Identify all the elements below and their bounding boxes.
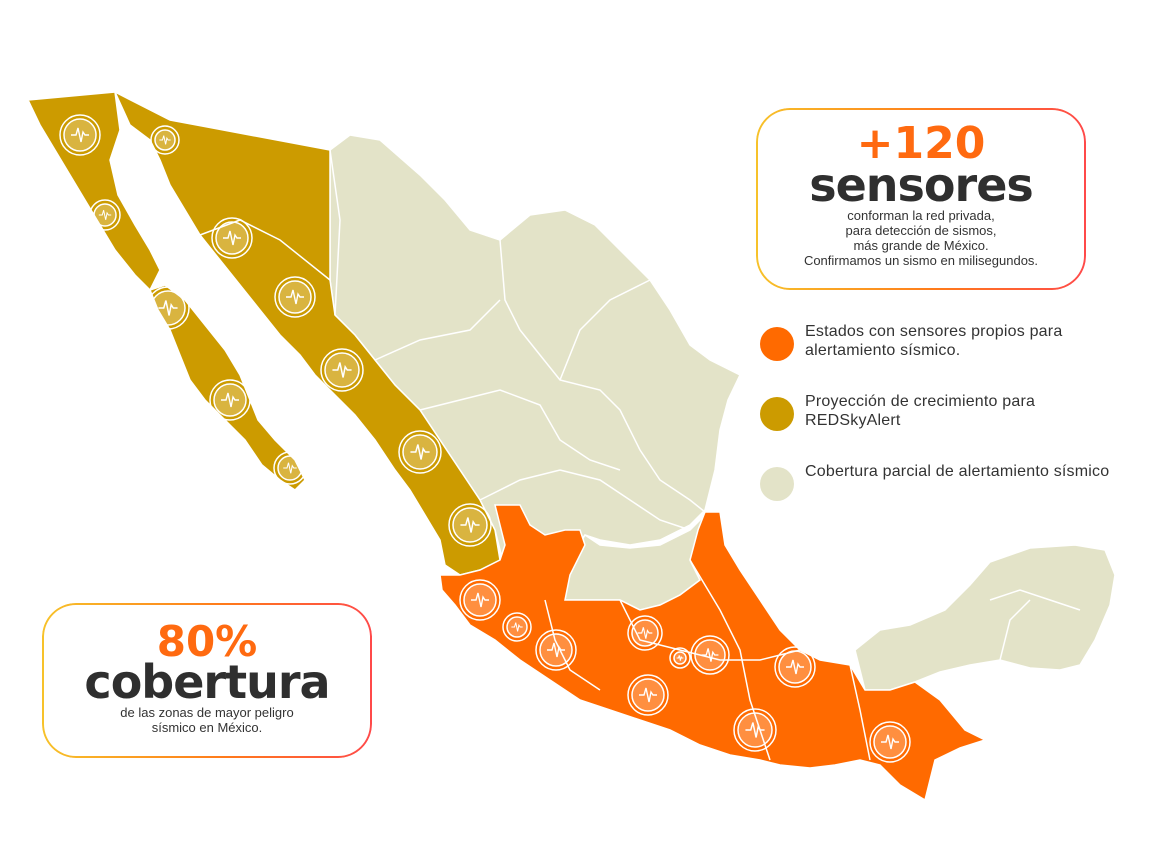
- border-line: [999, 599, 1031, 661]
- seismic-wave-icon: [627, 615, 663, 651]
- coverage-word: cobertura: [84, 655, 330, 709]
- border-line: [544, 599, 601, 691]
- border-line: [419, 389, 621, 471]
- sensor-description-line: Confirmamos un sismo en milisegundos.: [803, 253, 1039, 268]
- seismic-wave-icon: [274, 276, 316, 318]
- coverage-description-line: de las zonas de mayor peligro: [120, 705, 294, 720]
- seismic-wave-icon: [211, 217, 253, 259]
- sensor-count-card: +120 sensores conforman la red privada, …: [756, 108, 1086, 290]
- sensor-description-line: para detección de sismos,: [845, 223, 997, 238]
- coverage-percent: 80%: [156, 617, 258, 666]
- legend-item-partial-coverage: Cobertura parcial de alertamiento sísmic…: [760, 462, 1150, 532]
- border-line: [989, 589, 1081, 611]
- sensor-markers: [59, 114, 911, 763]
- seismic-wave-icon: [774, 646, 816, 688]
- seismic-wave-icon: [627, 674, 669, 716]
- map-legend: Estados con sensores propios para alerta…: [760, 322, 1150, 532]
- legend-label: Proyección de crecimiento para REDSkyAle…: [805, 393, 1036, 429]
- seismic-wave-icon: [502, 612, 532, 642]
- sensor-description-line: conforman la red privada,: [847, 208, 995, 223]
- legend-label: Estados con sensores propios para alerta…: [805, 323, 1063, 359]
- region-partial-coverage: [329, 134, 1116, 691]
- legend-swatch-beige: [760, 467, 794, 501]
- legend-item-growth-projection: Proyección de crecimiento para REDSkyAle…: [760, 392, 1150, 462]
- border-line: [849, 664, 871, 761]
- seismic-wave-icon: [398, 430, 442, 474]
- legend-label: Cobertura parcial de alertamiento sísmic…: [805, 463, 1110, 480]
- coverage-description-line: sísmico en México.: [151, 720, 263, 735]
- border-line: [479, 469, 691, 531]
- sensor-count-word: sensores: [809, 158, 1034, 212]
- seismic-wave-icon: [59, 114, 101, 156]
- border-line: [559, 279, 651, 381]
- sensor-description-line: más grande de México.: [853, 238, 989, 253]
- region-baja-california-sur: [149, 284, 306, 491]
- coverage-card: 80% cobertura de las zonas de mayor peli…: [42, 603, 372, 758]
- seismic-wave-icon: [690, 635, 730, 675]
- seismic-wave-icon: [669, 647, 691, 669]
- region-yucatan: [854, 544, 1116, 691]
- legend-swatch-gold: [760, 397, 794, 431]
- seismic-wave-icon: [146, 286, 190, 330]
- seismic-wave-icon: [448, 503, 492, 547]
- border-line: [689, 559, 771, 761]
- seismic-wave-icon: [320, 348, 364, 392]
- seismic-wave-icon: [535, 629, 577, 671]
- seismic-wave-icon: [150, 125, 180, 155]
- seismic-wave-icon: [89, 199, 121, 231]
- border-line: [374, 299, 501, 361]
- border-line: [619, 599, 801, 661]
- seismic-wave-icon: [733, 708, 777, 752]
- seismic-wave-icon: [209, 379, 251, 421]
- border-line: [329, 149, 341, 316]
- legend-swatch-orange: [760, 327, 794, 361]
- seismic-wave-icon: [869, 721, 911, 763]
- legend-item-own-sensors: Estados con sensores propios para alerta…: [760, 322, 1150, 392]
- seismic-wave-icon: [273, 451, 307, 485]
- sensor-count-number: +120: [856, 118, 986, 169]
- border-line: [499, 239, 706, 513]
- seismic-wave-icon: [459, 579, 501, 621]
